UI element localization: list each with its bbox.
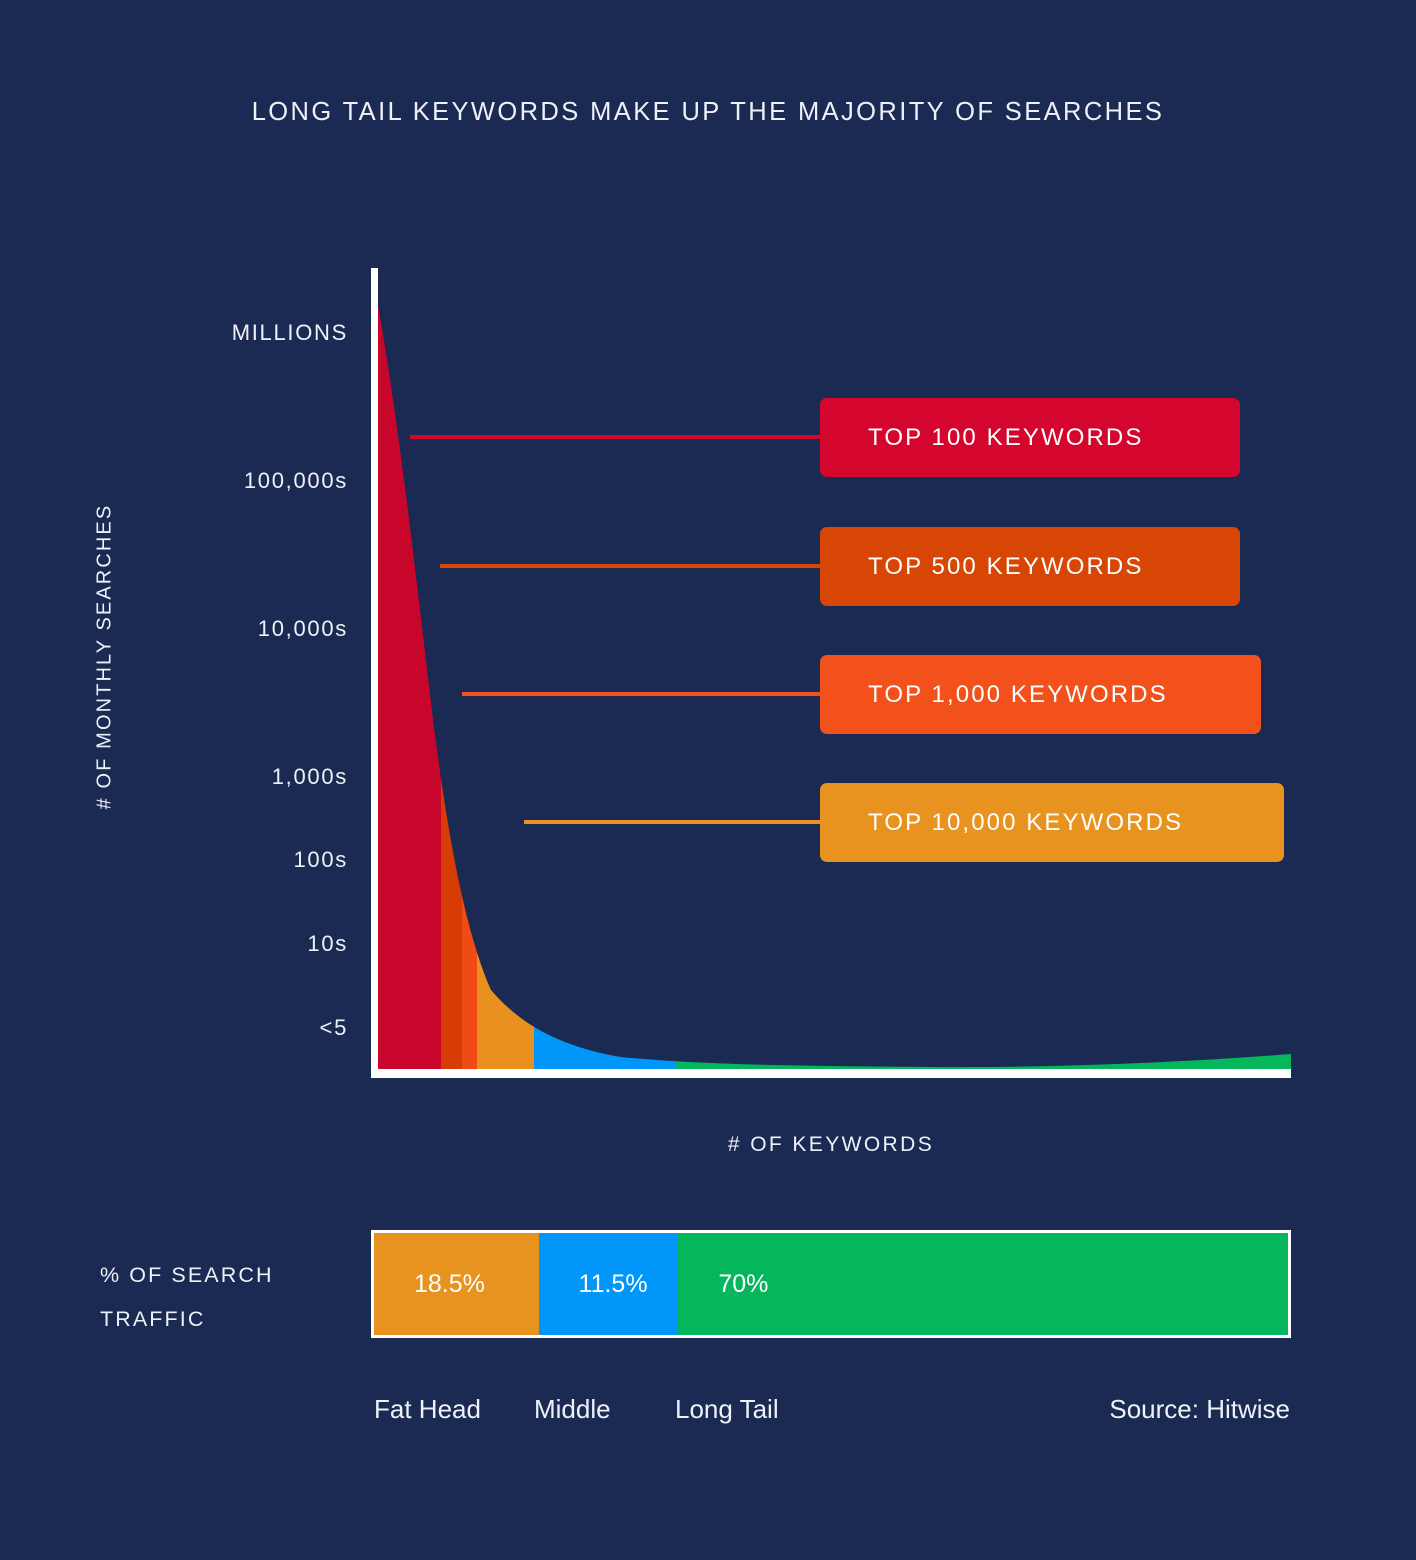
band-top-500	[441, 268, 462, 1069]
callout-leader-line	[410, 435, 820, 439]
x-axis-line	[371, 1069, 1291, 1078]
callout-box[interactable]: TOP 1,000 KEYWORDS	[820, 655, 1261, 734]
band-top-10000	[477, 268, 534, 1069]
y-tick-label: 100s	[293, 847, 348, 872]
category-label: Fat Head	[374, 1394, 481, 1424]
category-label: Middle	[534, 1394, 611, 1424]
traffic-label-line1: % OF SEARCH	[100, 1263, 274, 1287]
page-title: LONG TAIL KEYWORDS MAKE UP THE MAJORITY …	[251, 98, 1165, 126]
y-tick-label: 10,000s	[257, 616, 348, 641]
y-tick-label: 100,000s	[243, 468, 348, 493]
category-label: Long Tail	[675, 1394, 779, 1424]
traffic-stacked-bar: 18.5% 11.5% 70%	[374, 1233, 1288, 1335]
callout-box[interactable]: TOP 100 KEYWORDS	[820, 398, 1240, 477]
traffic-segment[interactable]: 11.5%	[538, 1233, 679, 1335]
y-tick-label: 1,000s	[271, 764, 348, 789]
callout-leader-line	[440, 564, 820, 568]
traffic-segment[interactable]: 18.5%	[374, 1233, 539, 1335]
traffic-segment[interactable]: 70%	[678, 1233, 1288, 1335]
band-middle	[534, 268, 675, 1069]
traffic-bar-label: % OF SEARCH TRAFFIC	[100, 1253, 340, 1341]
traffic-segment-value: 18.5%	[414, 1269, 485, 1298]
traffic-segment-value: 11.5%	[578, 1269, 648, 1298]
traffic-label-line2: TRAFFIC	[100, 1307, 206, 1331]
callout-leader-line	[462, 692, 820, 696]
band-top-100	[371, 268, 441, 1069]
source-label: Source: Hitwise	[1109, 1394, 1290, 1424]
y-tick-label: <5	[319, 1015, 348, 1040]
y-tick-label: MILLIONS	[231, 320, 348, 345]
band-top-1000	[462, 268, 477, 1069]
callout-label: TOP 10,000 KEYWORDS	[868, 808, 1184, 836]
callout-leader-line	[524, 820, 820, 824]
y-tick-label: 10s	[307, 931, 348, 956]
x-axis-title: # OF KEYWORDS	[727, 1133, 935, 1156]
callout-label: TOP 1,000 KEYWORDS	[868, 680, 1168, 708]
callout-label: TOP 500 KEYWORDS	[868, 552, 1144, 580]
callout-box[interactable]: TOP 10,000 KEYWORDS	[820, 783, 1284, 862]
category-label-row: Fat Head Middle Long Tail	[0, 1394, 1416, 1438]
y-axis-line	[371, 268, 378, 1070]
y-axis-title: # OF MONTHLY SEARCHES	[93, 503, 116, 810]
traffic-bar-frame: 18.5% 11.5% 70%	[371, 1230, 1291, 1338]
callout-label: TOP 100 KEYWORDS	[868, 423, 1144, 451]
callout-box[interactable]: TOP 500 KEYWORDS	[820, 527, 1240, 606]
traffic-segment-value: 70%	[718, 1269, 769, 1298]
